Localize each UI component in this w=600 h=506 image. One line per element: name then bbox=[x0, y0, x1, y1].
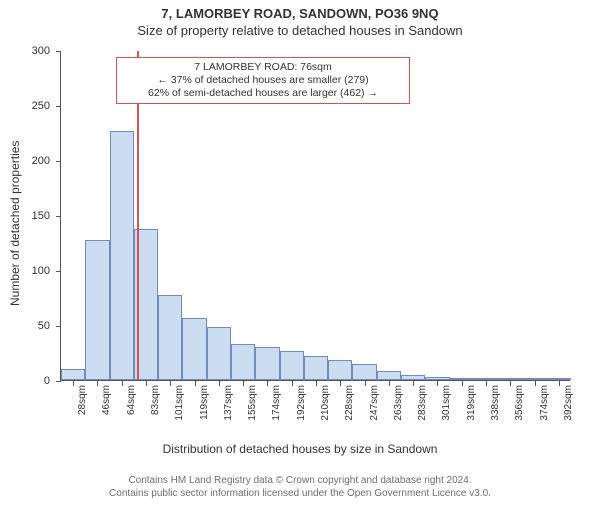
bar bbox=[61, 369, 85, 380]
ytick-mark bbox=[56, 381, 61, 382]
ytick-mark bbox=[56, 161, 61, 162]
xtick-mark bbox=[340, 381, 341, 386]
bar bbox=[231, 344, 255, 380]
xtick-label: 356sqm bbox=[514, 385, 525, 421]
ytick-label: 50 bbox=[0, 320, 50, 332]
bar bbox=[158, 295, 182, 380]
xtick-label: 174sqm bbox=[271, 385, 282, 421]
xtick-label: 155sqm bbox=[247, 385, 258, 421]
xtick-mark bbox=[292, 381, 293, 386]
bar bbox=[522, 378, 546, 380]
bar bbox=[280, 351, 304, 380]
xtick-label: 64sqm bbox=[126, 385, 137, 415]
bar bbox=[207, 327, 231, 380]
xtick-mark bbox=[195, 381, 196, 386]
bar bbox=[498, 378, 522, 380]
xtick-label: 319sqm bbox=[466, 385, 477, 421]
ytick-label: 150 bbox=[0, 210, 50, 222]
xtick-mark bbox=[559, 381, 560, 386]
annotation-line: ← 37% of detached houses are smaller (27… bbox=[123, 74, 403, 87]
xtick-mark bbox=[437, 381, 438, 386]
ytick-mark bbox=[56, 51, 61, 52]
xtick-label: 263sqm bbox=[393, 385, 404, 421]
xtick-label: 46sqm bbox=[101, 385, 112, 415]
xtick-label: 247sqm bbox=[369, 385, 380, 421]
xtick-mark bbox=[510, 381, 511, 386]
xtick-label: 228sqm bbox=[344, 385, 355, 421]
ytick-mark bbox=[56, 216, 61, 217]
xtick-label: 301sqm bbox=[441, 385, 452, 421]
page-title-line2: Size of property relative to detached ho… bbox=[0, 23, 600, 38]
bar bbox=[255, 347, 279, 380]
ytick-mark bbox=[56, 326, 61, 327]
ytick-label: 0 bbox=[0, 375, 50, 387]
bar bbox=[85, 240, 109, 380]
bar bbox=[474, 378, 498, 380]
xtick-mark bbox=[267, 381, 268, 386]
bar bbox=[450, 378, 474, 380]
bar bbox=[110, 131, 134, 380]
ytick-mark bbox=[56, 106, 61, 107]
xtick-mark bbox=[535, 381, 536, 386]
ytick-label: 250 bbox=[0, 100, 50, 112]
xtick-label: 338sqm bbox=[490, 385, 501, 421]
xtick-mark bbox=[146, 381, 147, 386]
xtick-mark bbox=[73, 381, 74, 386]
annotation-line: 7 LAMORBEY ROAD: 76sqm bbox=[123, 61, 403, 74]
bar bbox=[377, 371, 401, 380]
xtick-mark bbox=[486, 381, 487, 386]
bar bbox=[425, 377, 449, 380]
annotation-line: 62% of semi-detached houses are larger (… bbox=[123, 87, 403, 100]
ytick-label: 100 bbox=[0, 265, 50, 277]
xtick-mark bbox=[462, 381, 463, 386]
annotation-box: 7 LAMORBEY ROAD: 76sqm← 37% of detached … bbox=[116, 57, 410, 104]
xtick-mark bbox=[97, 381, 98, 386]
xtick-label: 210sqm bbox=[320, 385, 331, 421]
xtick-mark bbox=[365, 381, 366, 386]
xtick-label: 137sqm bbox=[223, 385, 234, 421]
bar bbox=[547, 378, 571, 380]
bar bbox=[352, 364, 376, 381]
bar bbox=[328, 360, 352, 380]
xtick-mark bbox=[219, 381, 220, 386]
xtick-mark bbox=[413, 381, 414, 386]
xtick-label: 119sqm bbox=[199, 385, 210, 420]
footer-credits: Contains HM Land Registry data © Crown c… bbox=[0, 474, 600, 500]
ytick-mark bbox=[56, 271, 61, 272]
xtick-label: 392sqm bbox=[563, 385, 574, 421]
xtick-mark bbox=[170, 381, 171, 386]
plot-area: 28sqm46sqm64sqm83sqm101sqm119sqm137sqm15… bbox=[60, 51, 570, 381]
xtick-mark bbox=[122, 381, 123, 386]
footer-line2: Contains public sector information licen… bbox=[0, 487, 600, 500]
xtick-mark bbox=[316, 381, 317, 386]
bar bbox=[182, 318, 206, 380]
xtick-label: 374sqm bbox=[539, 385, 550, 421]
xtick-mark bbox=[243, 381, 244, 386]
x-axis-label: Distribution of detached houses by size … bbox=[0, 442, 600, 456]
chart-area: 28sqm46sqm64sqm83sqm101sqm119sqm137sqm15… bbox=[60, 51, 570, 381]
xtick-label: 283sqm bbox=[417, 385, 428, 421]
xtick-label: 192sqm bbox=[296, 385, 307, 421]
xtick-label: 101sqm bbox=[174, 385, 185, 421]
bar bbox=[401, 375, 425, 381]
ytick-label: 200 bbox=[0, 155, 50, 167]
xtick-label: 83sqm bbox=[150, 385, 161, 415]
xtick-label: 28sqm bbox=[77, 385, 88, 415]
ytick-label: 300 bbox=[0, 45, 50, 57]
footer-line1: Contains HM Land Registry data © Crown c… bbox=[0, 474, 600, 487]
xtick-mark bbox=[389, 381, 390, 386]
page-title-line1: 7, LAMORBEY ROAD, SANDOWN, PO36 9NQ bbox=[0, 6, 600, 21]
bar bbox=[304, 356, 328, 380]
